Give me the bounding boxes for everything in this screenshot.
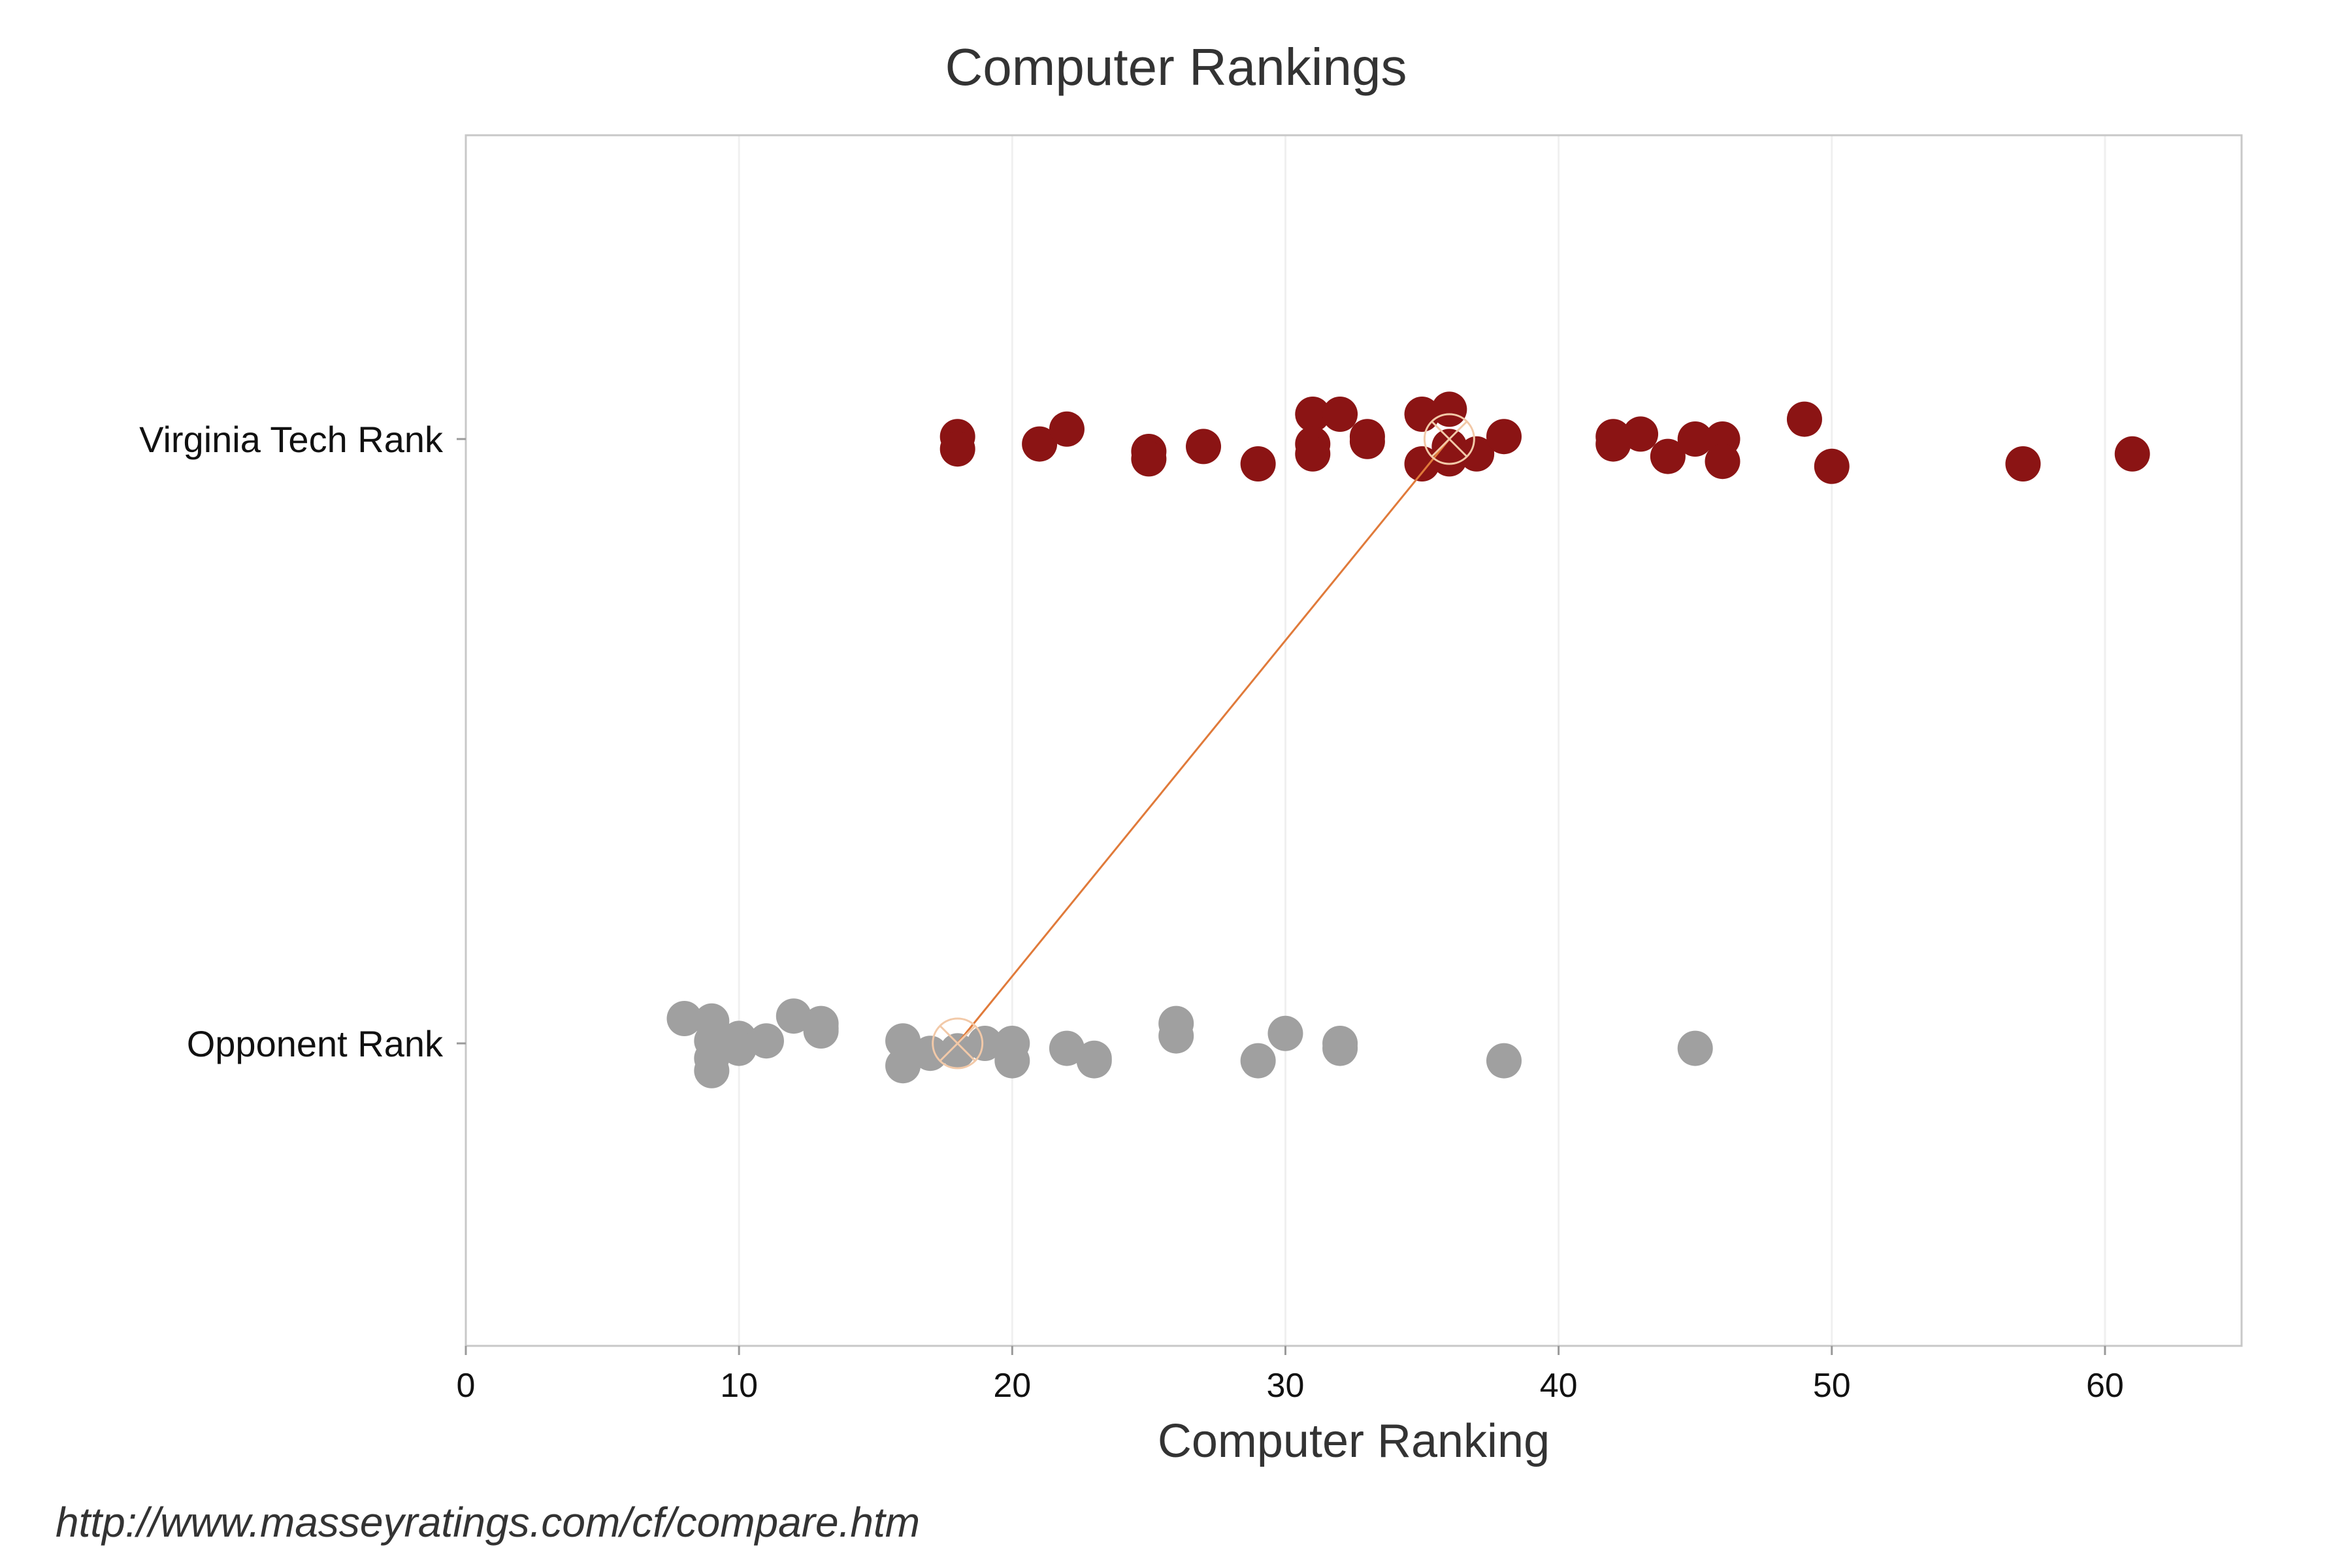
mean-marker — [932, 1017, 984, 1070]
x-tick-label: 40 — [1540, 1367, 1578, 1405]
data-point — [1049, 411, 1085, 447]
data-point — [1240, 1043, 1276, 1079]
data-point — [2005, 446, 2041, 482]
data-point — [1240, 446, 1276, 482]
mean-marker-cross — [939, 1024, 976, 1062]
data-point — [1486, 1043, 1522, 1079]
mean-marker — [1423, 413, 1475, 465]
data-point — [1186, 429, 1222, 465]
data-point — [1786, 401, 1822, 437]
data-point — [1431, 391, 1467, 427]
data-point — [1049, 1030, 1085, 1066]
data-point — [1349, 423, 1385, 459]
data-point — [1677, 421, 1713, 457]
x-axis-ticks: 0 10 20 30 40 50 60 — [457, 1346, 2124, 1405]
data-point — [1295, 436, 1331, 472]
data-point — [776, 998, 811, 1034]
data-point — [939, 431, 975, 467]
data-point — [1158, 1018, 1194, 1054]
data-point — [803, 1013, 839, 1049]
x-tick-label: 20 — [993, 1367, 1031, 1405]
data-point — [1650, 438, 1686, 474]
x-tick-label: 30 — [1267, 1367, 1305, 1405]
data-point — [1705, 444, 1740, 480]
x-axis-label: Computer Ranking — [1158, 1415, 1550, 1467]
data-point — [1322, 397, 1358, 432]
mean-marker-ring — [1423, 413, 1475, 465]
x-tick-label: 50 — [1813, 1367, 1851, 1405]
data-point — [1814, 448, 1850, 484]
y-category-label: Virginia Tech Rank — [139, 419, 444, 460]
mean-marker-ring — [932, 1017, 984, 1070]
data-point — [939, 1033, 975, 1069]
data-point — [1459, 436, 1495, 472]
data-points — [666, 391, 2150, 1088]
chart-title: Computer Rankings — [945, 38, 1407, 96]
y-axis-categories: Virginia Tech Rank Opponent Rank — [139, 419, 466, 1064]
data-point — [1623, 416, 1659, 452]
connect-line — [956, 438, 1450, 1044]
x-tick-label: 0 — [457, 1367, 476, 1405]
source-url: http://www.masseyratings.com/cf/compare.… — [56, 1499, 920, 1546]
data-point — [2114, 436, 2150, 472]
data-point — [1677, 1030, 1713, 1066]
mean-connect-line — [932, 413, 1475, 1070]
data-point — [721, 1030, 757, 1066]
y-category-label: Opponent Rank — [187, 1023, 444, 1064]
data-point — [748, 1023, 784, 1059]
data-point — [1295, 397, 1331, 432]
data-point — [1267, 1015, 1303, 1051]
data-point — [1595, 426, 1631, 462]
data-point — [1131, 441, 1167, 477]
x-tick-label: 10 — [720, 1367, 758, 1405]
data-point — [1076, 1043, 1112, 1079]
data-point — [885, 1048, 921, 1084]
plot-area — [465, 134, 2243, 1347]
mean-marker-cross — [1431, 420, 1468, 458]
data-point — [666, 1001, 702, 1036]
data-point — [1022, 426, 1058, 462]
data-point — [1322, 1030, 1358, 1066]
data-point — [1486, 419, 1522, 455]
data-point — [967, 1026, 1003, 1061]
data-point — [912, 1036, 948, 1071]
data-point — [994, 1043, 1030, 1079]
data-point — [885, 1023, 921, 1059]
data-point — [694, 1053, 730, 1088]
gridlines — [738, 135, 2106, 1346]
x-tick-label: 60 — [2086, 1367, 2124, 1405]
